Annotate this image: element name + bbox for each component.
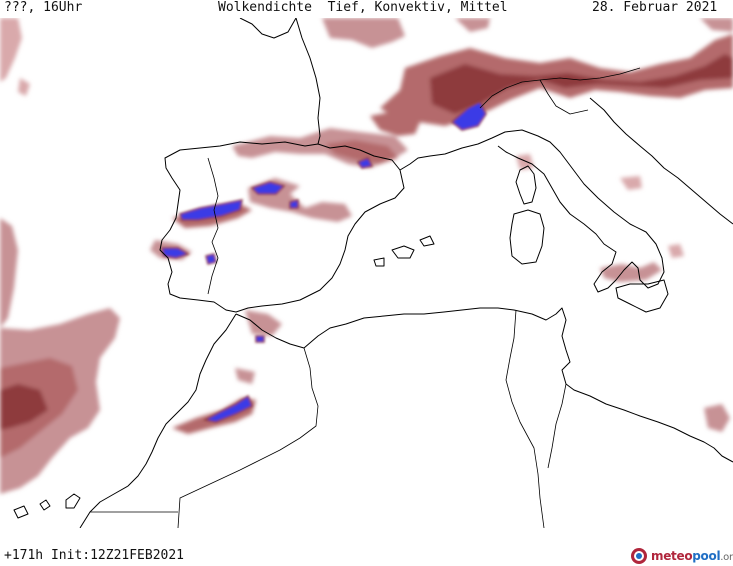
map-title: Wolkendichte Tief, Konvektiv, Mittel	[218, 0, 508, 15]
map-svg	[0, 18, 733, 528]
meteopool-droplet-icon	[631, 548, 647, 564]
coastline-france-italy	[399, 129, 665, 293]
cloud-density-layer	[0, 18, 733, 494]
coastline-western-france	[295, 18, 321, 145]
cloud-density-map	[0, 18, 733, 528]
coastline-corsica	[515, 165, 537, 205]
coastline-iberia-france	[159, 141, 405, 313]
brand-name: meteopool.org	[651, 549, 733, 563]
coastline-adriatic	[589, 97, 733, 225]
border-tunisia-libya	[547, 383, 567, 469]
coastline-brittany-bay	[239, 18, 297, 39]
meteopool-brand[interactable]: meteopool.org	[630, 546, 733, 566]
coastline-north-africa	[235, 307, 733, 463]
cloud-area-atlantic	[0, 18, 120, 494]
border-spain-portugal	[207, 157, 219, 295]
border-morocco-algeria	[177, 347, 319, 528]
coastline-canaries	[13, 493, 81, 519]
coastline-sardinia	[509, 209, 545, 265]
coastline-atlantic-morocco	[79, 313, 237, 528]
coastline-sicily	[615, 279, 669, 313]
forecast-date: 28. Februar 2021	[592, 0, 718, 15]
border-france-alps	[479, 67, 641, 109]
run-info: +171h Init:12Z21FEB2021	[4, 548, 185, 563]
cloud-area-scattered	[516, 154, 730, 432]
coastline-balearics	[373, 235, 435, 267]
border-italy-north	[539, 79, 589, 115]
coastline-layer	[13, 18, 733, 528]
convective-layer	[161, 100, 487, 423]
valid-time-label: ???, 16Uhr	[4, 0, 83, 15]
border-algeria-tunisia	[505, 309, 545, 528]
cloud-area-alps	[322, 18, 733, 136]
